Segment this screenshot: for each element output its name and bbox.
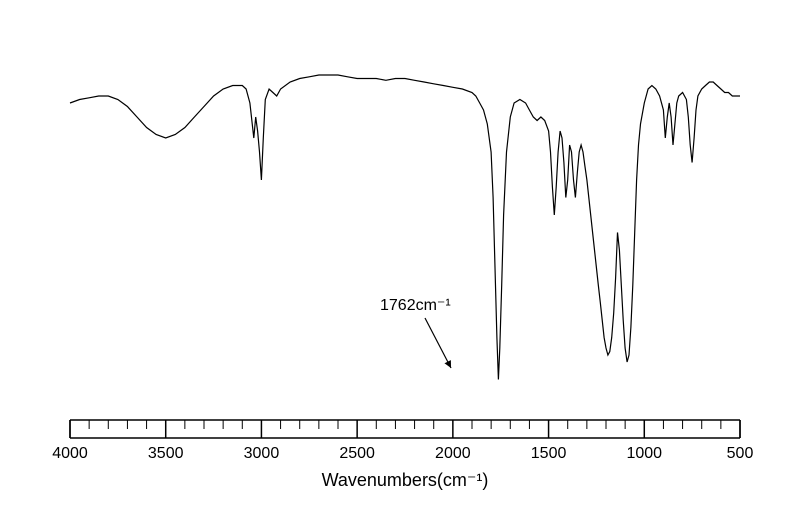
x-tick-label: 2000 bbox=[435, 445, 471, 462]
chart-svg: 1762cm⁻¹ 4000 3500 3000 2500 2000 1500 1000 500 W… bbox=[0, 0, 800, 509]
spectrum-trace bbox=[70, 75, 740, 380]
peak-annotation-label: 1762cm⁻¹ bbox=[380, 297, 451, 314]
x-tick-label: 3500 bbox=[148, 445, 184, 462]
x-tick-label: 500 bbox=[727, 445, 754, 462]
x-tick-label: 1500 bbox=[531, 445, 567, 462]
x-tick-label: 1000 bbox=[626, 445, 662, 462]
x-tick-label: 3000 bbox=[244, 445, 280, 462]
x-axis: 4000 3500 3000 2500 2000 1500 1000 500 bbox=[52, 420, 753, 462]
x-axis-label: Wavenumbers(cm⁻¹) bbox=[322, 470, 489, 490]
annotation-arrow bbox=[425, 318, 451, 368]
x-tick-label: 2500 bbox=[339, 445, 375, 462]
x-tick-label: 4000 bbox=[52, 445, 88, 462]
ir-spectrum-chart: 1762cm⁻¹ 4000 3500 3000 2500 2000 1500 1000 500 W… bbox=[0, 0, 800, 509]
